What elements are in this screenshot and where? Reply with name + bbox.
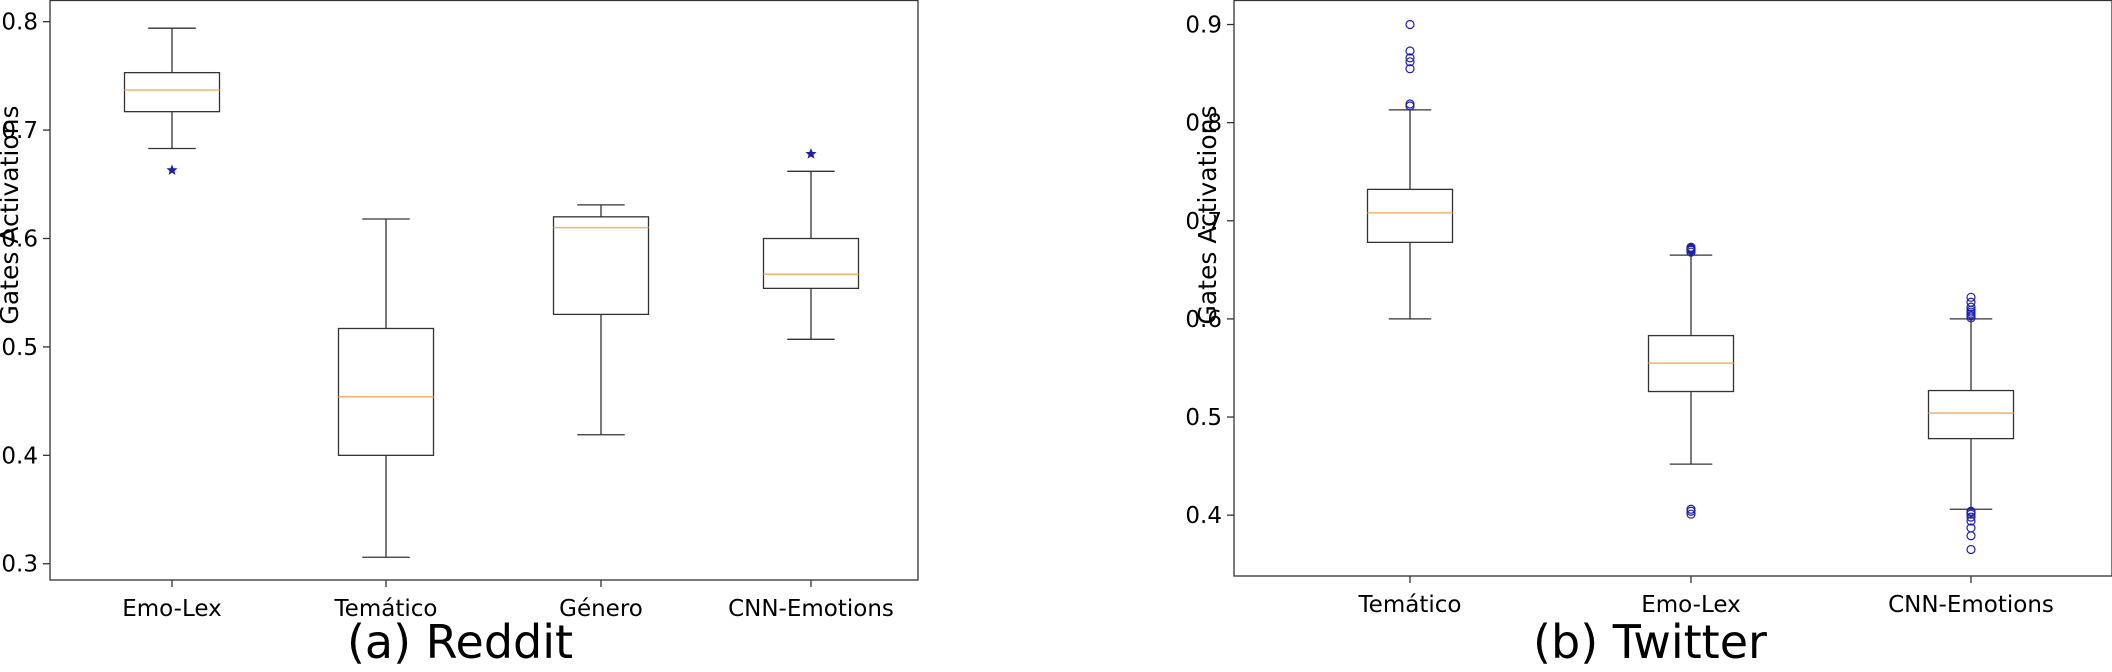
outlier-point [1966, 544, 1976, 555]
outlier-point [1966, 506, 1976, 516]
panel-caption: (a) Reddit [347, 615, 573, 669]
iqr-box [1927, 389, 2015, 440]
box-0 [123, 27, 221, 175]
outlier-point [1966, 523, 1976, 533]
x-tick-label: Género [559, 596, 643, 622]
y-tick-label: 0.4 [1185, 503, 1222, 529]
box-1 [337, 218, 435, 558]
x-tick-label: Temático [1358, 592, 1462, 618]
iqr-box [762, 237, 860, 290]
outlier-point [1686, 242, 1696, 252]
box-1 [1647, 242, 1735, 519]
iqr-box [552, 216, 650, 316]
y-tick-label: 0.4 [1, 443, 38, 469]
iqr-box [1366, 188, 1454, 244]
y-axis-label: Gates Activations [0, 105, 24, 324]
y-tick-label: 0.5 [1, 335, 38, 361]
x-tick-label: CNN-Emotions [728, 596, 894, 622]
outlier-point [1405, 64, 1415, 74]
panel-twitter: 0.4 0.5 0.6 0.7 0.8 0.9 Gates Activations Temát… [1185, 0, 2112, 669]
x-tick-label: Emo-Lex [1641, 592, 1741, 618]
outlier-point [1966, 516, 1976, 526]
outlier-point [1405, 53, 1415, 63]
x-tick-label: Temático [334, 596, 438, 622]
outlier-point [1405, 99, 1415, 109]
outlier-point [1966, 302, 1976, 312]
y-tick-label: 0.8 [1185, 111, 1222, 137]
outlier-point [1405, 57, 1415, 67]
y-tick-label: 0.7 [1185, 209, 1222, 235]
y-tick-label: 0.7 [1, 118, 38, 144]
iqr-box [123, 71, 221, 113]
axes-frame [49, 0, 919, 581]
outlier-point [1966, 531, 1976, 541]
outlier-point [1405, 19, 1415, 30]
outlier-point [1966, 512, 1976, 522]
outlier-point [1686, 504, 1696, 514]
y-axis-label: Gates Activations [1193, 105, 1222, 324]
y-tick-label: 0.3 [1, 552, 38, 578]
x-tick-label: CNN-Emotions [1888, 592, 2054, 618]
y-tick-label: 0.9 [1185, 13, 1222, 39]
outlier-point [1405, 46, 1415, 56]
x-tick-label: Emo-Lex [122, 596, 222, 622]
outlier-point [805, 148, 817, 159]
y-tick-label: 0.6 [1185, 307, 1222, 333]
box-3 [762, 148, 860, 340]
y-tick-label: 0.8 [1, 10, 38, 36]
panel-caption: (b) Twitter [1533, 615, 1767, 669]
axes-frame [1233, 0, 2112, 577]
outlier-point [1966, 292, 1976, 302]
iqr-box [337, 327, 435, 456]
box-2 [552, 204, 650, 436]
outlier-point [166, 164, 178, 175]
y-tick-label: 0.6 [1, 227, 38, 253]
panel-reddit: 0.3 0.4 0.5 0.6 0.7 0.8 Gates Activations Emo-L… [0, 0, 919, 669]
box-0 [1366, 19, 1454, 320]
outlier-point [1686, 509, 1696, 519]
outlier-point [1966, 297, 1976, 307]
y-tick-label: 0.5 [1185, 405, 1222, 431]
box-2 [1927, 292, 2015, 555]
